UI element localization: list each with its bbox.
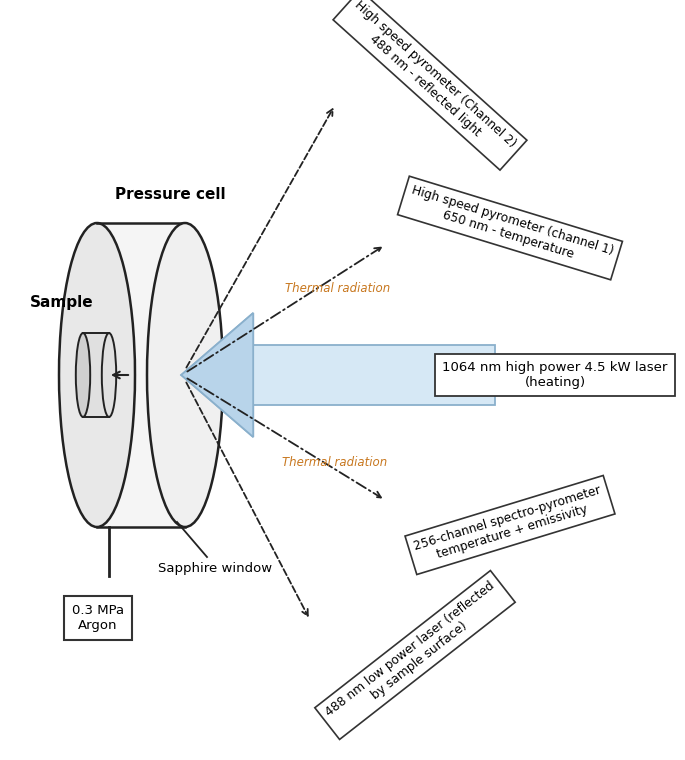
Text: Sapphire window: Sapphire window (158, 562, 272, 575)
Text: Thermal radiation: Thermal radiation (282, 457, 387, 470)
Text: Sample: Sample (30, 295, 94, 310)
Ellipse shape (102, 333, 116, 417)
Text: High speed pyrometer (Channel 2)
488 nm - reflected light: High speed pyrometer (Channel 2) 488 nm … (342, 0, 519, 161)
Text: Pressure cell: Pressure cell (115, 187, 225, 202)
FancyBboxPatch shape (83, 333, 109, 417)
Polygon shape (182, 313, 495, 437)
Text: Thermal radiation: Thermal radiation (285, 281, 390, 295)
Text: 1064 nm high power 4.5 kW laser
(heating): 1064 nm high power 4.5 kW laser (heating… (443, 361, 668, 389)
Ellipse shape (76, 333, 90, 417)
Ellipse shape (147, 223, 223, 527)
Text: 256-channel spectro-pyrometer
temperature + emissivity: 256-channel spectro-pyrometer temperatur… (412, 483, 608, 567)
Text: 488 nm low power laser (reflected
by sample surface): 488 nm low power laser (reflected by sam… (323, 579, 507, 731)
Ellipse shape (59, 223, 135, 527)
FancyBboxPatch shape (97, 223, 185, 527)
Polygon shape (182, 313, 253, 437)
Text: High speed pyrometer (channel 1)
650 nm - temperature: High speed pyrometer (channel 1) 650 nm … (406, 184, 615, 272)
Text: 0.3 MPa
Argon: 0.3 MPa Argon (72, 604, 124, 632)
